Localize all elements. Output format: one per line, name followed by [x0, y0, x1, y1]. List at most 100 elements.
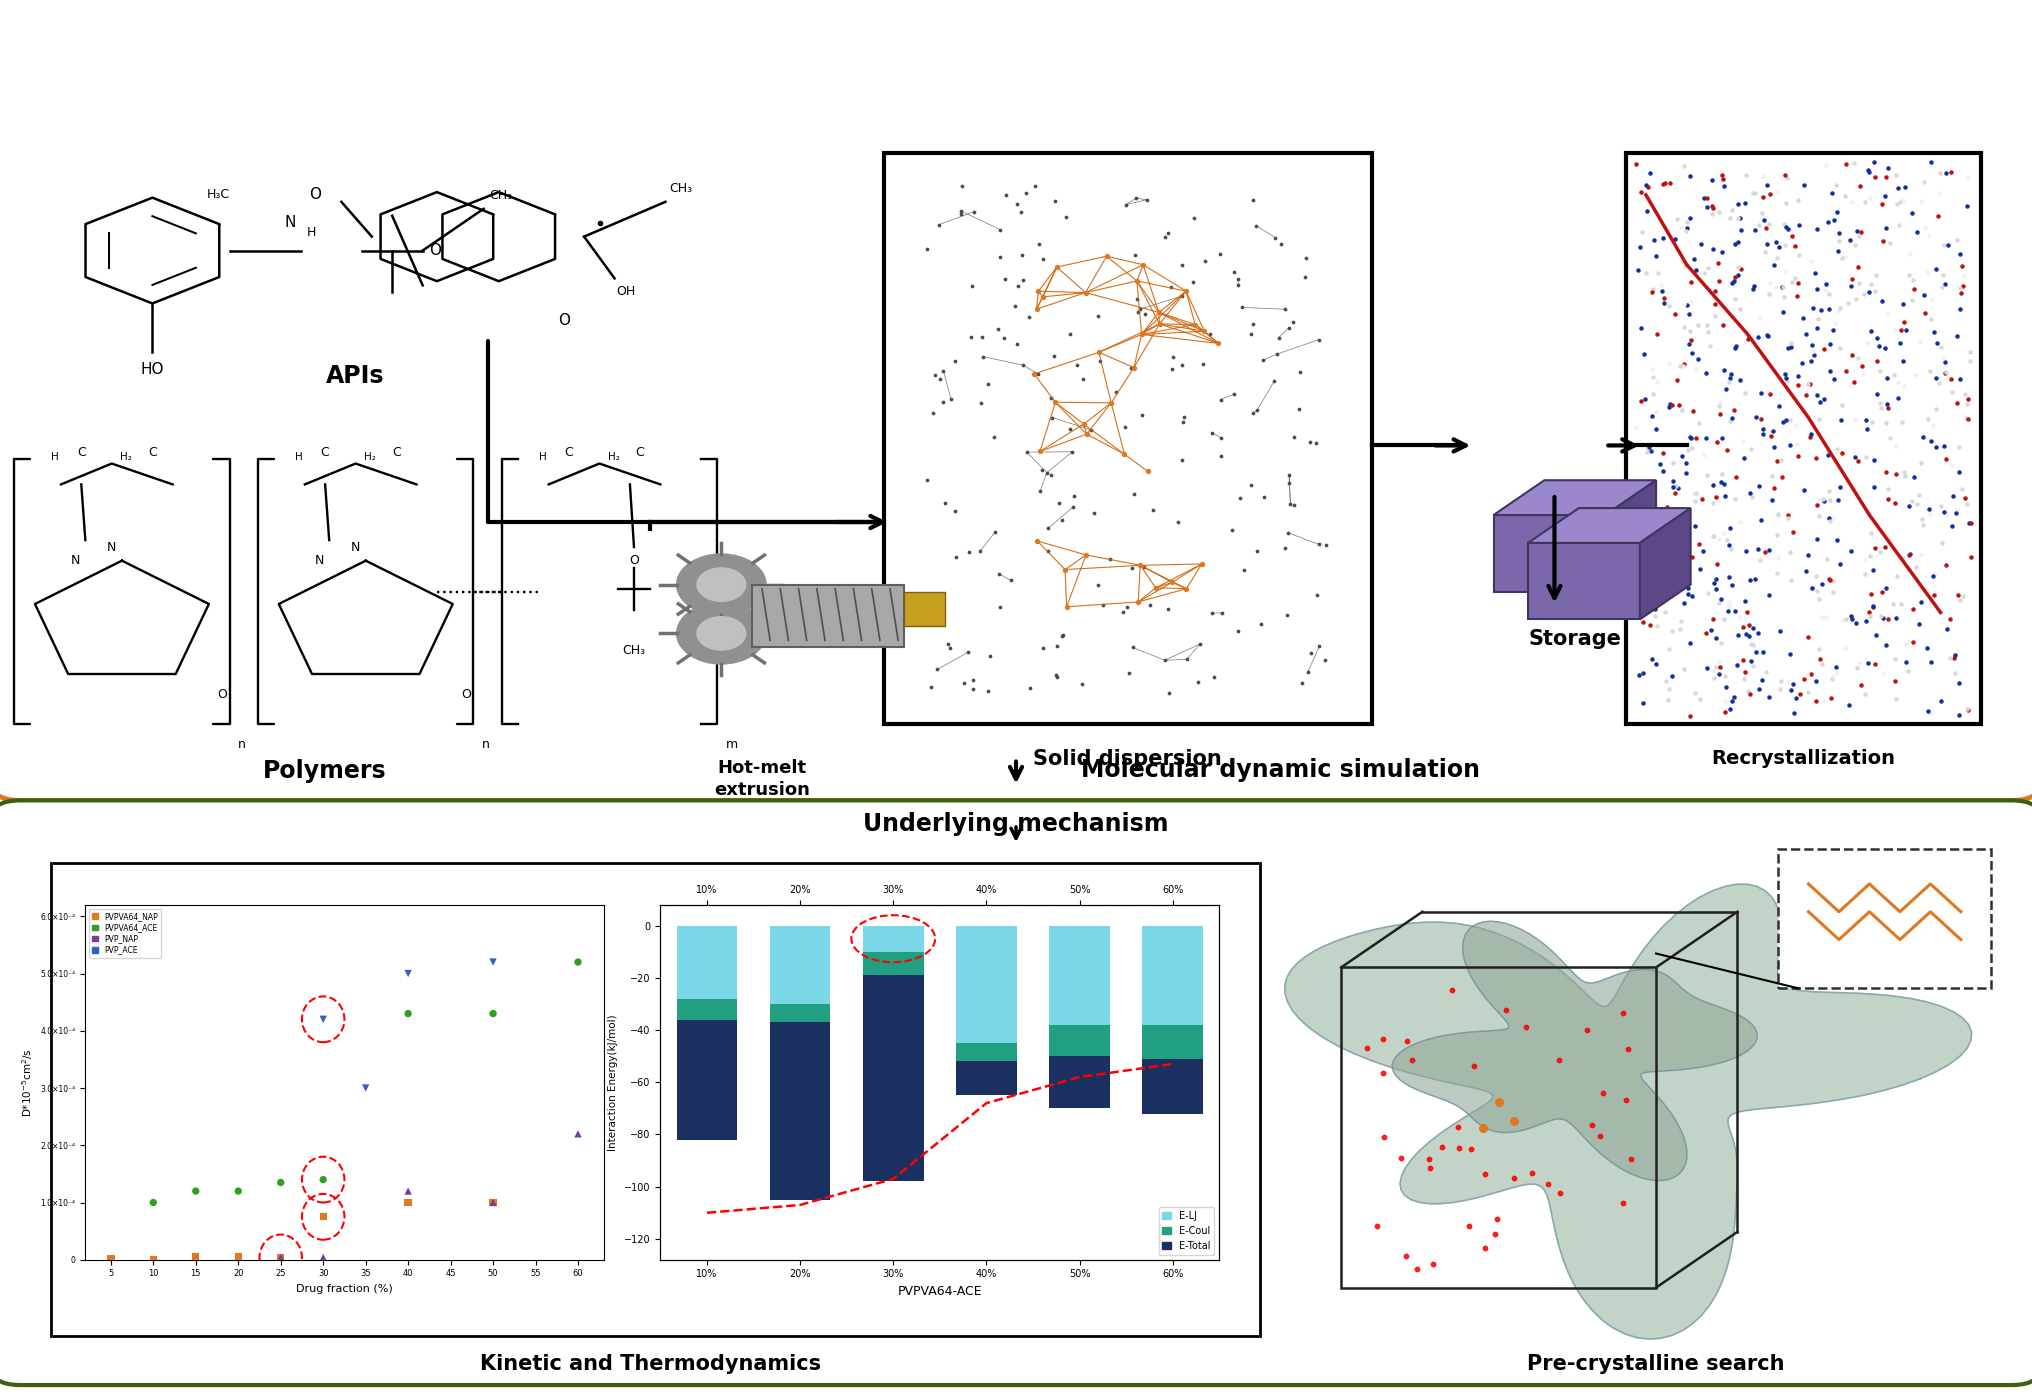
Point [1006, 354, 1038, 376]
Point [1469, 1236, 1502, 1258]
Point [953, 640, 986, 663]
Point [1116, 636, 1148, 658]
PVP_NAP [478, 1192, 510, 1214]
Point [1014, 306, 1046, 329]
Polygon shape [1494, 515, 1605, 592]
Point [1262, 326, 1294, 348]
Point [1225, 296, 1258, 319]
Point [1109, 596, 1142, 618]
Point [1128, 253, 1160, 276]
Point [1510, 1016, 1542, 1038]
Point [1272, 472, 1305, 494]
Bar [957, 926, 1016, 1043]
Point [1166, 448, 1199, 470]
Text: H: H [51, 452, 59, 462]
Point [1272, 317, 1305, 340]
Point [1057, 496, 1089, 518]
Point [1390, 1030, 1422, 1052]
Point [1309, 649, 1341, 671]
Point [1002, 193, 1034, 216]
Text: N: N [352, 540, 360, 554]
Text: n: n [238, 738, 246, 750]
Point [994, 569, 1026, 592]
Point [1126, 323, 1158, 345]
Point [1026, 636, 1059, 658]
Point [1040, 256, 1073, 278]
Text: O: O [217, 688, 228, 700]
Point [1611, 1038, 1644, 1061]
Text: CH₃: CH₃ [669, 182, 693, 195]
Bar [1626, 153, 1981, 724]
Point [1046, 625, 1079, 647]
Point [1286, 672, 1319, 695]
Point [1221, 619, 1254, 642]
Polygon shape [1494, 480, 1656, 515]
Point [1152, 682, 1185, 704]
Point [935, 388, 967, 411]
Point [1187, 352, 1219, 374]
Point [1083, 341, 1116, 363]
Point [1006, 244, 1038, 266]
Y-axis label: D*10$^{-5}$cm$^2$/s: D*10$^{-5}$cm$^2$/s [20, 1048, 35, 1116]
Point [1166, 255, 1199, 277]
Point [1006, 200, 1038, 223]
Text: H: H [307, 227, 317, 239]
Point [1124, 298, 1156, 320]
Point [1179, 313, 1211, 335]
Point [1065, 672, 1097, 695]
Point [927, 359, 959, 381]
Point [1014, 677, 1046, 699]
Bar [1142, 926, 1203, 1114]
Bar [864, 926, 923, 952]
Legend: E-LJ, E-Coul, E-Total: E-LJ, E-Coul, E-Total [1158, 1207, 1215, 1256]
Point [1246, 612, 1278, 635]
Point [1164, 354, 1197, 376]
Point [1607, 1001, 1640, 1023]
X-axis label: Drug fraction (%): Drug fraction (%) [297, 1283, 392, 1295]
Text: O: O [309, 188, 321, 202]
PVPVA64_ACE [478, 1002, 510, 1025]
Point [1246, 349, 1278, 372]
Point [1205, 601, 1237, 624]
Polygon shape [1284, 884, 1971, 1339]
Point [1032, 518, 1065, 540]
Text: H₂: H₂ [364, 452, 376, 462]
Point [971, 373, 1004, 395]
Point [1024, 480, 1057, 503]
Polygon shape [1392, 922, 1758, 1180]
Point [1170, 649, 1203, 671]
Point [1309, 533, 1341, 555]
Point [1026, 285, 1059, 308]
Point [945, 203, 977, 226]
Point [957, 200, 990, 223]
Point [1130, 303, 1162, 326]
Point [1237, 313, 1270, 335]
Point [1272, 522, 1305, 544]
Point [1268, 298, 1300, 320]
Polygon shape [1528, 543, 1640, 619]
Point [1118, 483, 1150, 505]
Point [1290, 246, 1323, 269]
Text: HO: HO [140, 362, 165, 377]
Point [988, 326, 1020, 348]
Point [953, 540, 986, 562]
Point [1134, 593, 1166, 615]
Point [916, 402, 949, 425]
Point [1203, 242, 1235, 264]
Bar [677, 999, 738, 1019]
Point [1235, 475, 1268, 497]
Point [990, 267, 1022, 290]
Point [1034, 387, 1067, 409]
PVP_ACE [478, 951, 510, 973]
Point [1170, 578, 1203, 600]
Point [1006, 269, 1038, 291]
Point [1298, 432, 1331, 454]
Point [1368, 1029, 1400, 1051]
Point [1107, 443, 1140, 465]
Point [1233, 323, 1266, 345]
Point [1116, 356, 1148, 379]
Point [1081, 305, 1114, 327]
Text: O: O [630, 554, 638, 567]
PVPVA64_ACE [221, 1180, 254, 1203]
Point [1264, 232, 1296, 255]
